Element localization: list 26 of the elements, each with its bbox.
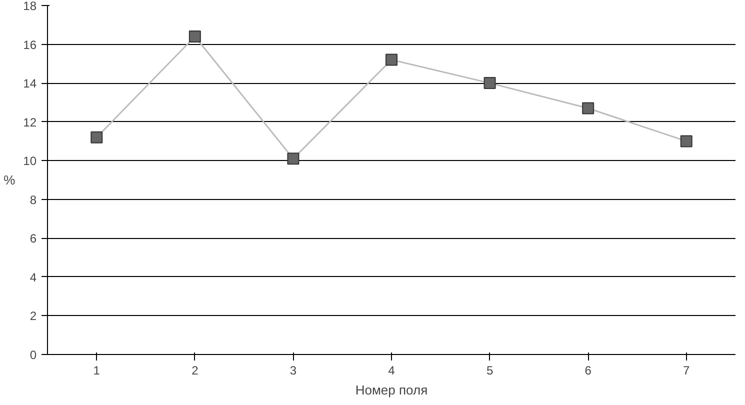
y-tick-label: 6 xyxy=(30,232,37,246)
y-tick-label: 2 xyxy=(30,309,37,324)
point xyxy=(484,77,496,90)
y-tick-label: 12 xyxy=(23,115,37,130)
x-tick-label: 1 xyxy=(93,364,100,378)
x-tick-label: 3 xyxy=(290,364,297,378)
y-tick-label: 8 xyxy=(30,192,37,207)
point xyxy=(386,54,398,66)
y-axis-title: % xyxy=(4,172,16,188)
x-tick-label: 4 xyxy=(388,364,396,378)
y-tick-label: 10 xyxy=(23,154,37,168)
y-tick-label: 0 xyxy=(30,348,37,362)
y-tick-label: 18 xyxy=(23,0,37,13)
x-tick-label: 7 xyxy=(683,364,690,378)
x-tick-label: 2 xyxy=(192,364,199,378)
point xyxy=(287,152,300,165)
y-tick-label: 4 xyxy=(30,270,37,284)
y-tick-label: 14 xyxy=(23,76,37,91)
x-tick-label: 6 xyxy=(584,364,592,378)
x-tick-label: 5 xyxy=(486,364,494,378)
y-tick-label: 16 xyxy=(23,38,37,52)
point xyxy=(90,131,103,144)
x-axis-title: Номер поля xyxy=(355,382,428,398)
point xyxy=(680,135,692,148)
point xyxy=(582,102,594,114)
point xyxy=(188,30,201,43)
